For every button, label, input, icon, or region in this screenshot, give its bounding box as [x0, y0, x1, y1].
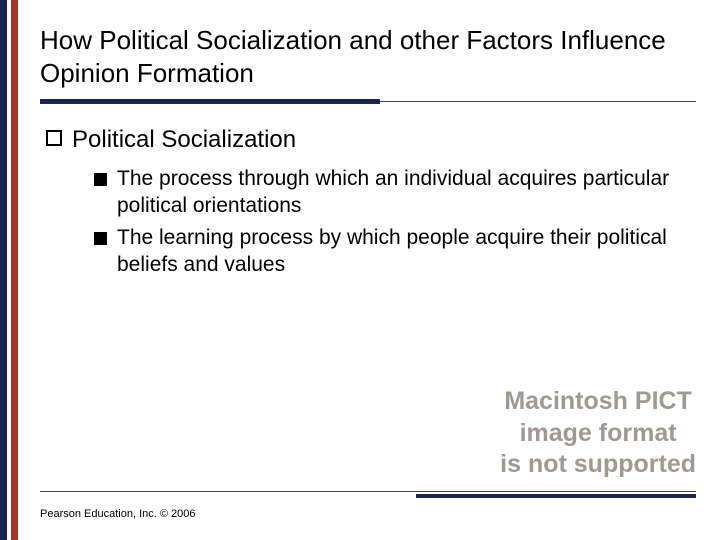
pict-line: Macintosh PICT	[500, 386, 696, 417]
level2-text: The learning process by which people acq…	[117, 224, 696, 279]
title-underline	[40, 99, 696, 104]
slide-title: How Political Socialization and other Fa…	[40, 24, 696, 89]
bullet-level2-group: The process through which an individual …	[94, 165, 696, 278]
rule-thin	[380, 101, 696, 102]
square-filled-icon	[94, 232, 107, 245]
stripe-thin	[18, 0, 20, 540]
pict-line: is not supported	[500, 449, 696, 480]
square-filled-icon	[94, 173, 107, 186]
square-open-icon	[46, 130, 62, 146]
bottom-accent-tab	[416, 494, 696, 498]
stripe-red	[11, 0, 18, 540]
bottom-divider	[40, 491, 696, 492]
level1-text: Political Socialization	[72, 124, 296, 155]
left-accent-stripe	[0, 0, 20, 540]
stripe-navy	[0, 0, 7, 540]
list-item: The learning process by which people acq…	[94, 224, 696, 279]
pict-line: image format	[500, 418, 696, 449]
list-item: The process through which an individual …	[94, 165, 696, 220]
bullet-level1: Political Socialization The process thro…	[46, 124, 696, 278]
slide-content: How Political Socialization and other Fa…	[40, 24, 696, 292]
pict-unsupported-message: Macintosh PICT image format is not suppo…	[500, 386, 696, 480]
rule-thick	[40, 99, 380, 104]
footer-copyright: Pearson Education, Inc. © 2006	[40, 508, 195, 520]
level2-text: The process through which an individual …	[117, 165, 696, 220]
